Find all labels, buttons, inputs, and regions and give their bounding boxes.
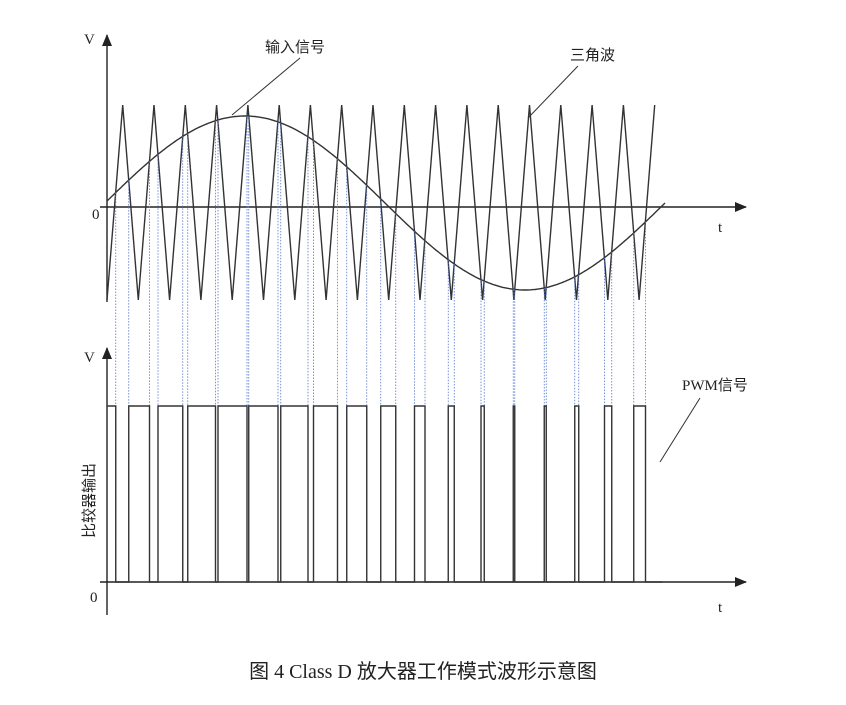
top-x-label: t [718, 220, 723, 236]
pwm-pointer [659, 397, 701, 463]
bottom-origin: 0 [90, 590, 98, 606]
top-y-label: V [84, 32, 95, 48]
input-pointer [231, 57, 301, 116]
caption: 图 4 Class D 放大器工作模式波形示意图 [249, 660, 597, 683]
bottom-x-label: t [718, 600, 723, 616]
triangle-label: 三角波 [570, 47, 615, 64]
triangle-pointer [527, 65, 579, 119]
waves [106, 104, 666, 583]
top-origin: 0 [92, 207, 100, 223]
pwm-wave [107, 405, 662, 583]
pwm-label: PWM信号 [682, 377, 748, 394]
input-label: 输入信号 [265, 39, 325, 56]
side-label: 比较器输出 [80, 463, 98, 538]
input-sine [106, 115, 666, 291]
bottom-y-label: V [84, 350, 95, 366]
